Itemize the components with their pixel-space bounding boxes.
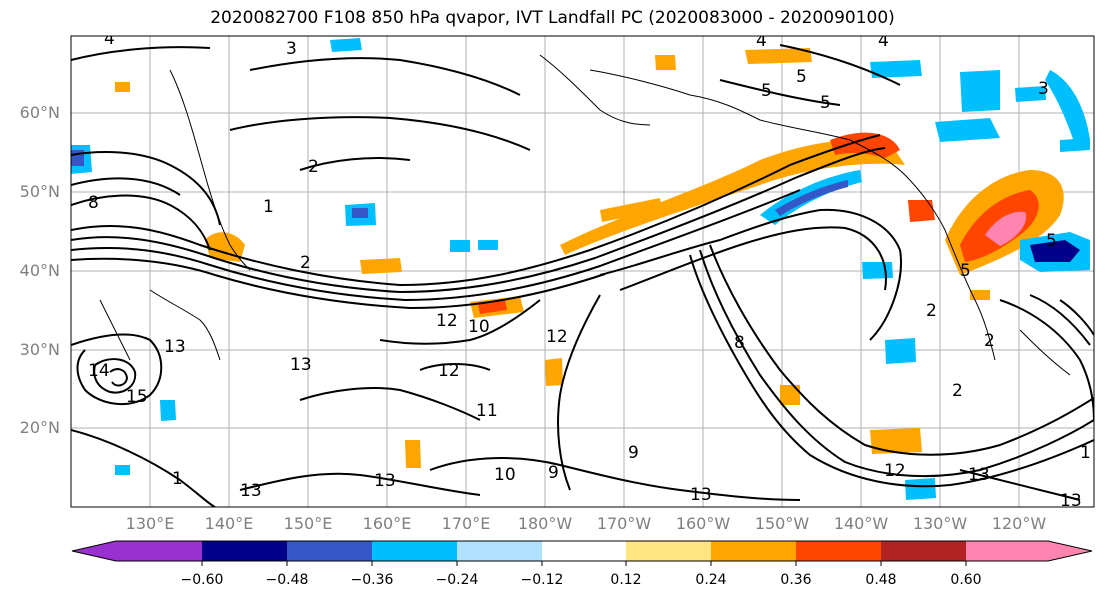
contour-label: 13 — [240, 481, 262, 501]
contour-label: 4 — [104, 29, 115, 49]
contour-label: 1 — [263, 197, 274, 217]
colorbar-segment — [72, 541, 116, 561]
colorbar-segment — [457, 541, 542, 561]
contour-label: 5 — [960, 261, 971, 281]
contour-label: 4 — [878, 31, 889, 51]
lon-label: 130°E — [125, 514, 175, 533]
colorbar-segment — [626, 541, 711, 561]
contour-label: 4 — [756, 31, 767, 51]
contour-label: 13 — [690, 485, 712, 505]
colorbar-segment — [881, 541, 966, 561]
colorbar-tick-label: −0.60 — [180, 572, 224, 588]
colorbar-segment — [1048, 541, 1092, 561]
contour-label: 2 — [308, 157, 319, 177]
map-frame — [70, 35, 1095, 508]
contour-label: 10 — [494, 465, 516, 485]
lon-label: 170°W — [596, 514, 652, 533]
plot-title: 2020082700 F108 850 hPa qvapor, IVT Land… — [210, 8, 895, 28]
colorbar-tick-label: −0.12 — [520, 572, 564, 588]
contour-label: 1 — [1080, 443, 1091, 463]
contour-label: 13 — [374, 471, 396, 491]
colorbar-tick-label: 0.60 — [950, 572, 982, 588]
contour-label: 10 — [468, 317, 490, 337]
lon-label: 150°W — [754, 514, 810, 533]
contour-label: 13 — [968, 465, 990, 485]
contour-label: 2 — [926, 301, 937, 321]
contour-label: 2 — [300, 253, 311, 273]
contour-label: 12 — [546, 327, 568, 347]
contour-label: 9 — [548, 463, 559, 483]
colorbar-segment — [542, 541, 626, 561]
lon-label: 140°E — [204, 514, 254, 533]
coastlines — [99, 54, 1071, 376]
colorbar-segment — [966, 541, 1048, 561]
ivt-contours — [71, 44, 1094, 507]
colorbar-tick-label: −0.36 — [350, 572, 394, 588]
lon-label: 150°E — [283, 514, 333, 533]
contour-label: 14 — [88, 361, 110, 381]
lon-label: 160°W — [675, 514, 731, 533]
colorbar-tick-label: 0.24 — [695, 572, 727, 588]
contour-label: 15 — [126, 387, 148, 407]
contour-label: 12 — [438, 361, 460, 381]
lat-label: 50°N — [19, 182, 60, 201]
contour-label: 13 — [164, 337, 186, 357]
contour-label: 1 — [172, 469, 183, 489]
contour-labels: 4 3 4 4 5 5 5 2 1 3 8 2 13 14 15 13 12 1… — [88, 29, 1091, 511]
lat-label: 20°N — [19, 418, 60, 437]
contour-label: 5 — [1046, 231, 1057, 251]
colorbar-segment — [796, 541, 881, 561]
contour-label: 8 — [88, 193, 99, 213]
lon-label: 130°W — [912, 514, 968, 533]
contour-label: 9 — [628, 443, 639, 463]
contour-label: 13 — [1060, 491, 1082, 511]
contour-label: 12 — [436, 311, 458, 331]
contour-label: 3 — [1038, 79, 1049, 99]
colorbar — [71, 540, 1093, 566]
colorbar-segment — [287, 541, 372, 561]
lon-label: 120°W — [991, 514, 1047, 533]
contour-label: 3 — [286, 39, 297, 59]
contour-label: 11 — [476, 401, 498, 421]
lon-label: 170°E — [441, 514, 491, 533]
colorbar-tick-label: −0.24 — [435, 572, 479, 588]
lat-label: 40°N — [19, 261, 60, 280]
colorbar-segment — [116, 541, 202, 561]
contour-label: 5 — [761, 81, 772, 101]
colorbar-segment — [202, 541, 287, 561]
colorbar-outline — [71, 540, 1093, 562]
contour-label: 12 — [884, 461, 906, 481]
lat-label: 30°N — [19, 340, 60, 359]
contour-label: 5 — [820, 93, 831, 113]
contour-label: 2 — [952, 381, 963, 401]
colorbar-tick-label: 0.48 — [865, 572, 897, 588]
lon-label: 160°E — [362, 514, 412, 533]
colorbar-tick-label: 0.36 — [780, 572, 812, 588]
negative-anomaly-shading — [71, 38, 1090, 500]
lon-label: 140°W — [833, 514, 889, 533]
contour-label: 5 — [796, 67, 807, 87]
colorbar-tick-label: −0.48 — [265, 572, 309, 588]
contour-label: 2 — [984, 331, 995, 351]
colorbar-tick-label: 0.12 — [610, 572, 642, 588]
lat-label: 60°N — [19, 103, 60, 122]
lon-label: 180°W — [517, 514, 573, 533]
contour-label: 13 — [290, 355, 312, 375]
colorbar-segment — [711, 541, 796, 561]
colorbar-segment — [372, 541, 457, 561]
contour-label: 8 — [734, 333, 745, 353]
